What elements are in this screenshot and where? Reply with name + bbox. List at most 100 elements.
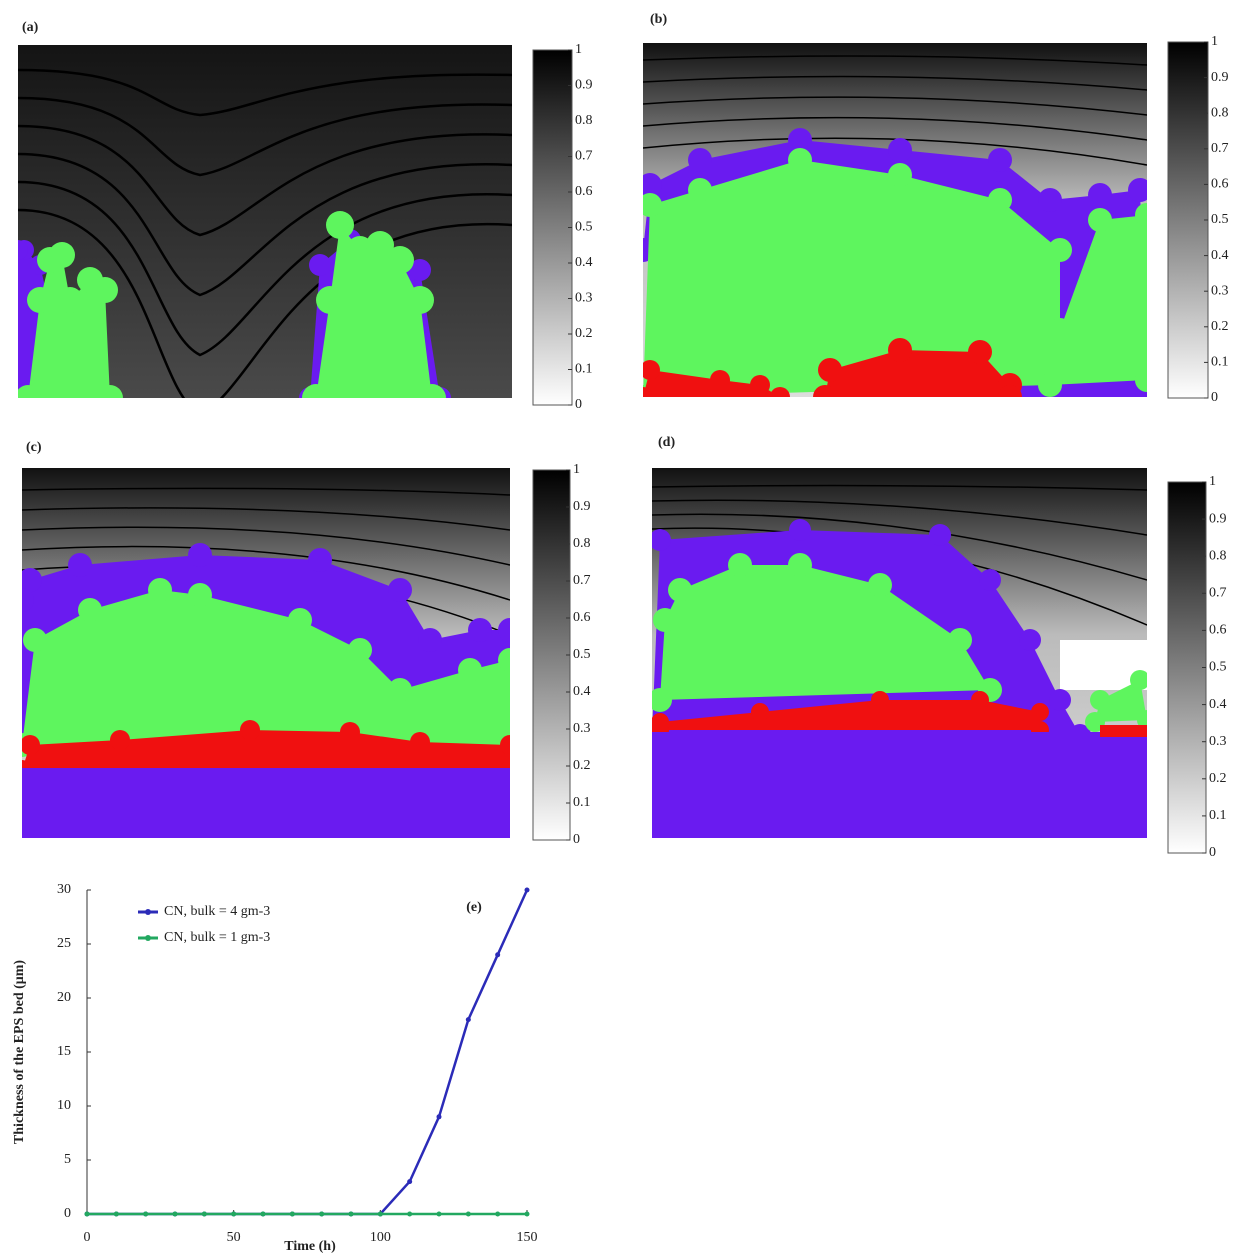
- cell: [418, 628, 442, 652]
- panel: (b) 0 0.1 0.2 0.3 0.4 0.5 0.6 0.7 0.8 0.9 1: [643, 12, 1229, 405]
- panel-label: (b): [650, 12, 667, 27]
- cell: [410, 732, 430, 752]
- legend-marker: [145, 935, 151, 941]
- cell: [652, 529, 671, 551]
- cell-region: [1100, 725, 1147, 737]
- colorbar-tick-label: 0: [575, 397, 582, 412]
- data-point: [495, 952, 501, 958]
- contour: [22, 507, 510, 531]
- colorbar-tick-label: 1: [575, 42, 582, 57]
- colorbar-tick-label: 1: [1211, 34, 1218, 49]
- cell: [788, 148, 812, 172]
- cell: [979, 569, 1001, 591]
- contour: [643, 116, 1147, 141]
- x-tick-label: 150: [517, 1230, 538, 1245]
- cell: [468, 618, 492, 642]
- y-tick-label: 0: [64, 1206, 71, 1221]
- data-point: [524, 887, 530, 893]
- cell: [18, 385, 41, 398]
- data-point: [201, 1211, 207, 1217]
- cell-region: [825, 350, 1010, 397]
- cell: [988, 188, 1012, 212]
- cell: [818, 358, 842, 382]
- colorbar-tick-label: 0.9: [1209, 511, 1227, 526]
- cell: [27, 287, 53, 313]
- colorbar-tick-label: 0.6: [1209, 623, 1227, 638]
- cell: [309, 254, 331, 276]
- colorbar-tick-label: 0.8: [575, 113, 593, 128]
- panel-label: (a): [22, 20, 39, 35]
- cell: [388, 678, 412, 702]
- simulation-image: [652, 468, 1147, 838]
- colorbar-tick-label: 0.7: [575, 149, 593, 164]
- cell-region: [660, 700, 1040, 730]
- cell: [22, 568, 42, 592]
- cell: [1031, 703, 1049, 721]
- cell: [751, 703, 769, 721]
- cell: [1088, 208, 1112, 232]
- colorbar-tick-label: 0.9: [1211, 70, 1229, 85]
- cell: [500, 735, 510, 755]
- y-tick-label: 15: [57, 1044, 71, 1059]
- contour: [22, 526, 510, 566]
- cell: [288, 608, 312, 632]
- colorbar-tick-label: 0.2: [1211, 319, 1229, 334]
- data-point: [231, 1211, 237, 1217]
- cell: [948, 628, 972, 652]
- cell: [1135, 368, 1147, 392]
- cell: [308, 548, 332, 572]
- cell: [929, 524, 951, 546]
- cell: [498, 648, 510, 672]
- cell: [788, 553, 812, 577]
- cell-region: [652, 732, 1147, 838]
- line-chart: 0 5 10 15 20 25 30 0 50 100 150 Time (h) Thickness o…: [12, 882, 537, 1254]
- x-tick-label: 0: [84, 1230, 91, 1245]
- cell: [643, 387, 653, 397]
- cell: [813, 385, 837, 397]
- data-point: [348, 1211, 354, 1217]
- cell: [998, 385, 1022, 397]
- x-axis-label: Time (h): [284, 1239, 336, 1254]
- data-point: [377, 1211, 383, 1217]
- contour: [18, 68, 512, 117]
- colorbar-tick-label: 0.2: [573, 758, 591, 773]
- colorbar: [532, 49, 573, 406]
- contour: [18, 124, 512, 237]
- cell: [1130, 670, 1147, 690]
- cell: [240, 720, 260, 740]
- colorbar-tick-label: 0.2: [575, 326, 593, 341]
- contour: [18, 152, 512, 297]
- cell: [652, 688, 672, 712]
- colorbar-tick-label: 0.8: [1209, 548, 1227, 563]
- cell: [971, 691, 989, 709]
- cell: [458, 658, 482, 682]
- colorbar-tick-label: 0.8: [573, 536, 591, 551]
- colorbar-tick-label: 0.4: [1209, 697, 1227, 712]
- legend-marker: [145, 909, 151, 915]
- cell: [316, 286, 344, 314]
- data-point: [84, 1211, 90, 1217]
- legend-label: CN, bulk = 1 gm-3: [164, 930, 270, 945]
- colorbar-tick-label: 0.2: [1209, 771, 1227, 786]
- data-point: [436, 1114, 442, 1120]
- cell: [326, 211, 354, 239]
- data-point: [407, 1179, 413, 1185]
- panel: (d) 0 0.1 0.2 0.3 0.4 0.5 0.6 0.7 0.8 0.9 1: [652, 435, 1227, 860]
- cell: [37, 247, 63, 273]
- cell: [57, 287, 83, 313]
- cell: [750, 375, 770, 395]
- simulation-image: [643, 43, 1147, 397]
- contour: [18, 180, 512, 357]
- cell: [110, 730, 130, 750]
- cell: [23, 628, 47, 652]
- cell: [388, 578, 412, 602]
- colorbar: [1167, 41, 1209, 399]
- colorbar-tick-label: 0.8: [1211, 105, 1229, 120]
- colorbar-tick-label: 0: [573, 832, 580, 847]
- data-point: [407, 1211, 413, 1217]
- contour: [643, 96, 1147, 116]
- colorbar-tick-label: 0.3: [575, 291, 593, 306]
- colorbar-tick-label: 0.1: [1211, 355, 1229, 370]
- y-axis-label: Thickness of the EPS bed (μm): [12, 960, 27, 1144]
- cell: [789, 519, 811, 541]
